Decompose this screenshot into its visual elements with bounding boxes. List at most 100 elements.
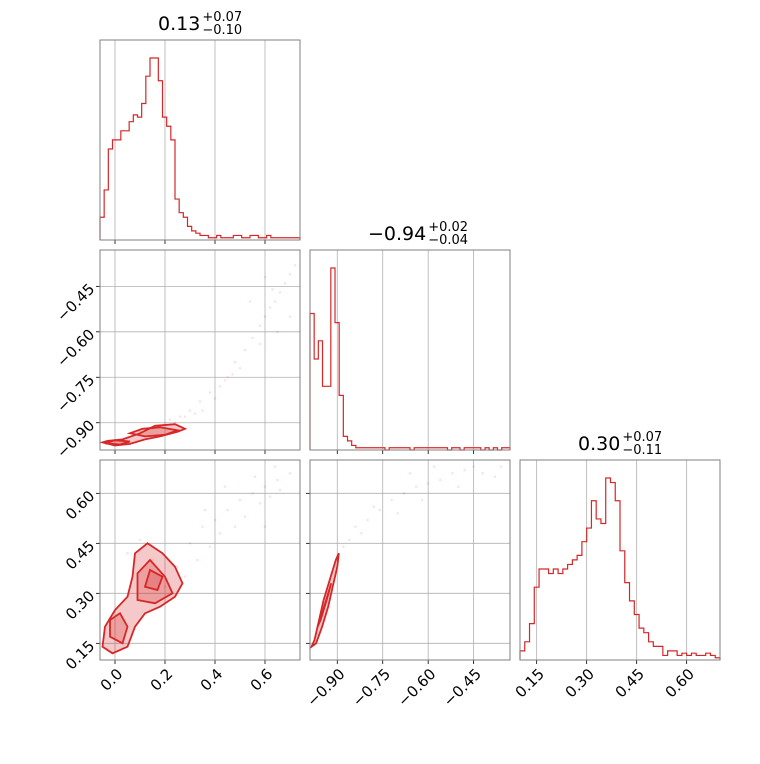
scatter-point xyxy=(263,275,267,279)
scatter-point xyxy=(288,272,292,276)
scatter-point xyxy=(193,412,197,415)
y-tick-label-2: 0.45 xyxy=(62,537,98,573)
scatter-point xyxy=(276,478,279,482)
scatter-point xyxy=(360,532,363,535)
scatter-point xyxy=(243,348,247,352)
scatter-point xyxy=(231,372,234,376)
scatter-point xyxy=(348,538,351,542)
x-tick-label-2: 0.15 xyxy=(512,665,548,701)
scatter-point xyxy=(493,475,497,478)
scatter-point xyxy=(372,505,375,508)
scatter-point xyxy=(226,375,229,379)
scatter-point xyxy=(457,485,460,488)
scatter-point xyxy=(251,492,254,495)
scatter-point xyxy=(426,482,430,485)
scatter-point xyxy=(499,465,503,468)
density-contour xyxy=(101,542,184,655)
panel-frame xyxy=(309,459,511,661)
x-tick-label-2: 0.60 xyxy=(662,665,698,701)
scatter-panel-1-2 xyxy=(306,459,511,664)
histogram-title-value-1: −0.94 xyxy=(368,223,426,245)
scatter-point xyxy=(390,498,394,502)
x-tick-label-2: 0.30 xyxy=(562,665,598,701)
y-tick-label-1: −0.45 xyxy=(53,280,98,325)
histogram-step-0 xyxy=(99,57,301,240)
y-tick-label-2: 0.30 xyxy=(62,587,98,623)
x-tick-label-0: 0.6 xyxy=(247,665,277,695)
y-tick-label-1: −0.75 xyxy=(53,371,98,416)
x-tick-label-1: −0.75 xyxy=(349,665,394,710)
scatter-point xyxy=(293,263,297,267)
density-contour xyxy=(316,583,333,628)
scatter-point xyxy=(226,508,229,512)
panel-frame xyxy=(99,459,301,661)
scatter-point xyxy=(183,415,187,418)
panel-frame xyxy=(309,249,511,451)
scatter-point xyxy=(288,472,292,475)
scatter-point xyxy=(278,291,282,294)
scatter-point xyxy=(196,558,199,562)
scatter-point xyxy=(213,518,217,522)
scatter-point xyxy=(183,575,187,578)
density-contour xyxy=(309,552,340,650)
scatter-point xyxy=(251,336,254,340)
density-contour xyxy=(136,558,174,605)
y-tick-label-2: 0.60 xyxy=(62,487,98,523)
scatter-panel-0-2 xyxy=(96,459,301,664)
scatter-point xyxy=(268,306,272,309)
scatter-point xyxy=(366,518,369,522)
scatter-point xyxy=(414,485,418,488)
scatter-point xyxy=(208,391,212,394)
scatter-point xyxy=(276,330,279,334)
density-contour xyxy=(143,568,164,592)
scatter-point xyxy=(263,315,267,318)
histogram-title-value-0: 0.13 xyxy=(158,13,200,35)
y-tick-label-2: 0.15 xyxy=(62,637,98,673)
scatter-point xyxy=(258,324,262,328)
scatter-point xyxy=(233,360,237,364)
scatter-point xyxy=(223,379,227,382)
histogram-step-2 xyxy=(519,477,721,660)
scatter-point xyxy=(248,300,252,303)
scatter-point xyxy=(268,495,272,498)
scatter-point xyxy=(138,538,142,542)
scatter-point xyxy=(354,525,357,528)
x-tick-label-2: 0.45 xyxy=(612,665,648,701)
scatter-point xyxy=(271,288,274,291)
histogram-title-minus-0: −0.10 xyxy=(202,23,242,38)
scatter-point xyxy=(188,409,192,412)
scatter-point xyxy=(258,502,262,505)
scatter-point xyxy=(463,468,466,472)
x-tick-label-0: 0.0 xyxy=(97,665,127,695)
histogram-title-plus-1: +0.02 xyxy=(428,220,468,235)
scatter-point xyxy=(342,545,345,548)
scatter-point xyxy=(203,508,207,512)
scatter-point xyxy=(472,465,475,468)
scatter-point xyxy=(439,478,442,482)
scatter-point xyxy=(163,421,167,425)
scatter-point xyxy=(288,315,292,318)
scatter-panel-0-1 xyxy=(96,249,301,454)
histogram-step-1 xyxy=(309,267,511,451)
histogram-title-value-2: 0.30 xyxy=(578,433,620,455)
histogram-panel-2 xyxy=(519,459,721,664)
density-contour xyxy=(109,612,129,645)
panel-frame xyxy=(99,39,301,241)
panel-frame xyxy=(99,249,301,451)
scatter-point xyxy=(263,525,267,528)
scatter-point xyxy=(201,409,204,412)
scatter-point xyxy=(420,498,424,502)
scatter-point xyxy=(243,515,247,518)
x-tick-label-0: 0.4 xyxy=(197,665,227,695)
scatter-point xyxy=(223,485,227,488)
scatter-point xyxy=(208,545,212,548)
histogram-title-plus-2: +0.07 xyxy=(622,430,662,445)
scatter-point xyxy=(238,366,242,370)
scatter-point xyxy=(178,415,182,418)
histogram-title-plus-0: +0.07 xyxy=(202,10,242,25)
x-tick-label-1: −0.60 xyxy=(394,665,439,710)
scatter-point xyxy=(263,485,267,488)
scatter-point xyxy=(258,342,262,346)
